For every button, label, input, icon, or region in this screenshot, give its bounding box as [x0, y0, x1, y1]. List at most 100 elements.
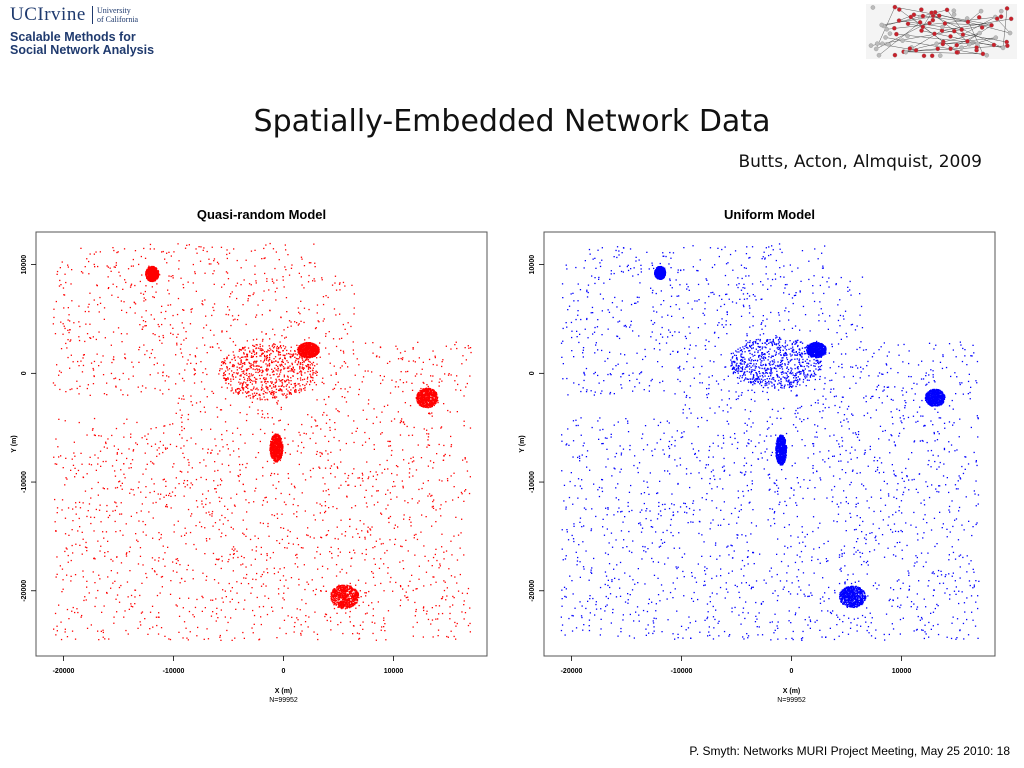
- scatter-point: [177, 560, 179, 562]
- scatter-point: [362, 474, 364, 476]
- scatter-point: [359, 520, 361, 522]
- scatter-point: [290, 267, 293, 269]
- scatter-point: [65, 457, 67, 459]
- scatter-point: [412, 475, 414, 477]
- scatter-point: [54, 463, 56, 465]
- scatter-point: [312, 590, 314, 592]
- scatter-point: [276, 373, 278, 375]
- scatter-point: [299, 347, 301, 349]
- scatter-point: [226, 629, 228, 632]
- scatter-point: [361, 530, 363, 532]
- scatter-point: [147, 267, 150, 269]
- scatter-point: [164, 552, 166, 554]
- scatter-point: [251, 401, 253, 403]
- scatter-point: [310, 342, 312, 345]
- scatter-point: [252, 351, 254, 353]
- scatter-point: [183, 456, 185, 459]
- scatter-point: [180, 417, 182, 419]
- scatter-point: [276, 637, 278, 639]
- scatter-point: [371, 621, 373, 623]
- scatter-point: [305, 355, 307, 357]
- scatter-point: [311, 346, 314, 348]
- scatter-point: [107, 287, 109, 290]
- scatter-point: [301, 367, 303, 369]
- scatter-point: [198, 246, 200, 248]
- scatter-point: [71, 269, 73, 271]
- scatter-point: [310, 349, 312, 351]
- scatter-point: [244, 490, 246, 493]
- scatter-point: [84, 546, 87, 548]
- network-edge: [881, 15, 940, 26]
- scatter-point: [444, 581, 446, 583]
- scatter-point: [176, 571, 178, 573]
- scatter-point: [204, 607, 206, 609]
- scatter-point: [310, 353, 312, 355]
- scatter-point: [177, 520, 179, 522]
- scatter-point: [326, 414, 328, 416]
- scatter-point: [118, 481, 120, 483]
- scatter-point: [424, 399, 426, 401]
- scatter-point: [151, 274, 153, 276]
- scatter-point: [334, 476, 336, 478]
- scatter-point: [195, 402, 198, 404]
- scatter-point: [139, 594, 141, 597]
- scatter-point: [245, 358, 248, 360]
- scatter-point: [309, 344, 311, 346]
- scatter-point: [56, 573, 58, 575]
- scatter-point: [66, 608, 69, 611]
- scatter-point: [400, 599, 402, 601]
- scatter-point: [445, 345, 447, 347]
- scatter-point: [429, 460, 432, 462]
- scatter-point: [234, 359, 236, 361]
- scatter-point: [399, 352, 402, 354]
- scatter-point: [433, 461, 435, 464]
- scatter-point: [106, 591, 108, 594]
- network-edge: [903, 48, 938, 52]
- scatter-point: [80, 271, 83, 273]
- scatter-point: [86, 333, 89, 335]
- logo-uc-line1: University: [97, 6, 131, 15]
- scatter-point: [260, 366, 263, 368]
- scatter-point: [206, 373, 208, 376]
- scatter-point: [303, 388, 305, 390]
- scatter-point: [264, 379, 266, 381]
- scatter-point: [274, 367, 276, 369]
- scatter-point: [60, 348, 63, 350]
- scatter-point: [313, 347, 315, 350]
- scatter-point: [155, 273, 157, 275]
- scatter-point: [265, 359, 268, 361]
- scatter-point: [175, 558, 177, 560]
- scatter-point: [253, 386, 255, 388]
- scatter-point: [450, 630, 452, 632]
- scatter-point: [435, 618, 437, 620]
- scatter-point: [241, 366, 243, 368]
- scatter-point: [314, 611, 316, 613]
- scatter-point: [304, 352, 306, 355]
- scatter-point: [258, 365, 260, 367]
- scatter-point: [77, 530, 79, 532]
- scatter-point: [280, 363, 283, 365]
- scatter-point: [291, 370, 293, 372]
- scatter-point: [115, 531, 117, 533]
- scatter-point: [265, 356, 267, 358]
- scatter-point: [211, 449, 213, 451]
- scatter-point: [416, 538, 419, 541]
- scatter-point: [157, 323, 159, 326]
- scatter-point: [123, 301, 125, 303]
- scatter-point: [194, 606, 197, 609]
- scatter-point: [153, 275, 155, 277]
- scatter-point: [126, 552, 128, 554]
- scatter-point: [78, 517, 80, 520]
- scatter-point: [250, 356, 252, 358]
- scatter-point: [397, 466, 399, 468]
- scatter-point: [404, 350, 406, 352]
- scatter-point: [304, 588, 306, 591]
- scatter-point: [108, 638, 110, 640]
- scatter-point: [82, 357, 84, 359]
- scatter-point: [290, 577, 293, 579]
- scatter-point: [425, 613, 428, 615]
- network-node: [959, 27, 964, 32]
- scatter-point: [351, 432, 353, 434]
- scatter-point: [306, 343, 309, 345]
- scatter-point: [138, 263, 140, 266]
